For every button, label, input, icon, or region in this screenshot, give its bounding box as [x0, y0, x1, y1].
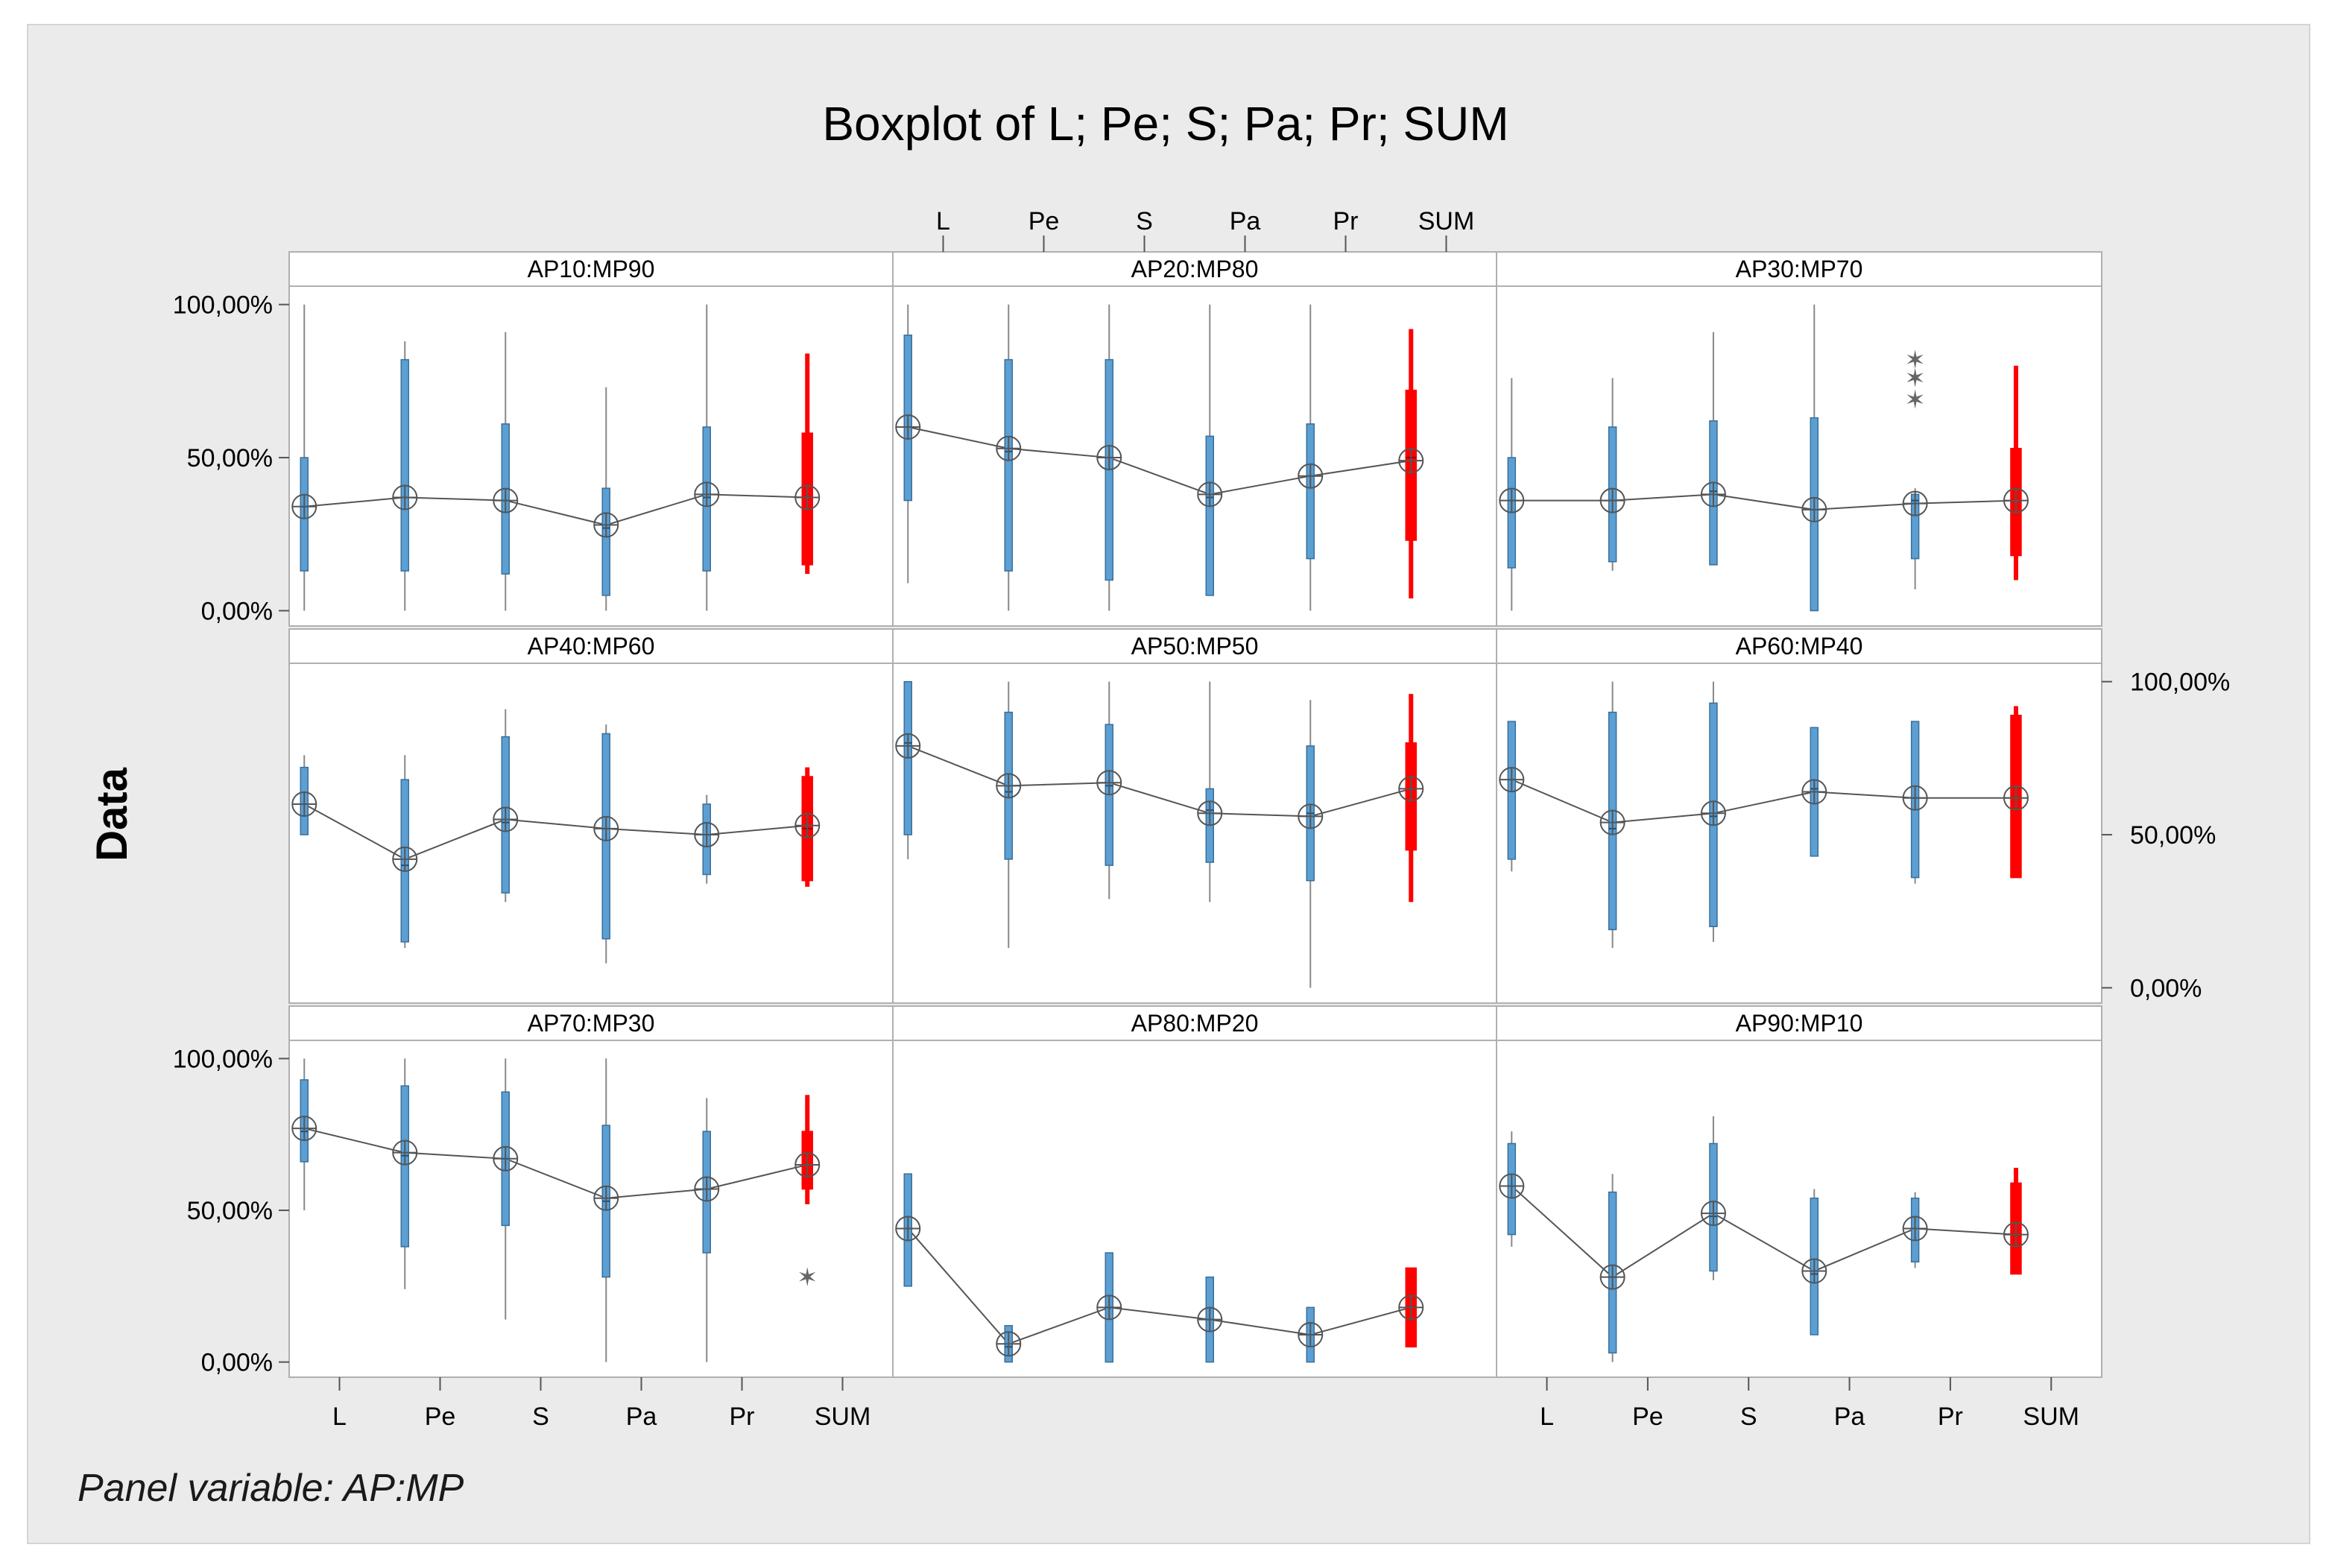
- panel-strip-label: AP30:MP70: [1736, 256, 1863, 282]
- box-pr-outlier: ✶: [1904, 364, 1926, 393]
- y-tick-label: 50,00%: [187, 1197, 273, 1225]
- panel-background: [892, 1005, 1497, 1378]
- x-tick-label: SUM: [1418, 207, 1475, 235]
- panel-background: [1496, 251, 2102, 627]
- x-tick-label: SUM: [2023, 1403, 2079, 1431]
- x-tick-label: S: [1136, 207, 1153, 235]
- mean-connect-line: [304, 493, 808, 526]
- x-tick-label: L: [1540, 1403, 1554, 1431]
- panel-strip-label: AP70:MP30: [528, 1010, 655, 1037]
- y-tick-label: 0,00%: [201, 597, 273, 625]
- x-tick-label: Pr: [730, 1403, 755, 1431]
- box-pe-iqr-box: [400, 358, 409, 572]
- mean-connect-line: [303, 803, 808, 861]
- plot-area: AP10:MP90 AP20:MP80 AP30:MP70✶✶✶AP40:MP60 A…: [173, 207, 2230, 1431]
- y-tick-label: 100,00%: [173, 1045, 273, 1073]
- y-tick-label: 100,00%: [2130, 668, 2230, 697]
- panel-strip-label: AP10:MP90: [528, 256, 655, 282]
- mean-connect-line: [907, 1227, 1412, 1345]
- panel-background: [892, 251, 1497, 627]
- box-pr-outlier: ✶: [1904, 385, 1926, 415]
- y-tick-label: 50,00%: [187, 444, 273, 472]
- x-tick-label: SUM: [815, 1403, 871, 1431]
- x-tick-label: S: [1740, 1403, 1757, 1431]
- panel-variable-footnote: Panel variable: AP:MP: [78, 1467, 464, 1510]
- y-axis-label: Data: [88, 767, 136, 861]
- panel-background: [892, 628, 1497, 1004]
- panel-strip-label: AP90:MP10: [1736, 1010, 1863, 1037]
- panel-strip-label: AP80:MP20: [1131, 1010, 1259, 1037]
- x-tick-label: S: [532, 1403, 549, 1431]
- panel-background: [1496, 1005, 2102, 1378]
- box-pr-iqr-box: [1306, 423, 1315, 560]
- mean-connect-line: [1511, 1185, 2017, 1278]
- x-tick-label: Pa: [1834, 1403, 1865, 1431]
- panel-strip-label: AP60:MP40: [1736, 633, 1863, 660]
- x-tick-label: Pr: [1938, 1403, 1963, 1431]
- box-sum-outlier: ✶: [797, 1263, 818, 1293]
- x-tick-label: Pe: [425, 1403, 456, 1431]
- box-pa-iqr-box: [1205, 435, 1214, 596]
- panel-strip-label: AP20:MP80: [1131, 256, 1259, 282]
- mean-connect-line: [304, 1128, 808, 1199]
- panel-strip-label: AP50:MP50: [1131, 633, 1259, 660]
- chart-title: Boxplot of L; Pe; S; Pa; Pr; SUM: [822, 97, 1508, 151]
- box-pa-iqr-box: [601, 487, 610, 596]
- x-tick-label: Pa: [626, 1403, 657, 1431]
- x-tick-label: L: [332, 1403, 347, 1431]
- y-tick-label: 0,00%: [201, 1349, 273, 1377]
- panel-background: [288, 251, 894, 627]
- x-tick-label: Pa: [1230, 207, 1261, 235]
- x-tick-label: L: [936, 207, 950, 235]
- y-tick-label: 0,00%: [2130, 974, 2202, 1002]
- box-pe-iqr-box: [400, 1085, 409, 1248]
- y-tick-label: 100,00%: [173, 291, 273, 320]
- mean-connect-line: [908, 426, 1412, 496]
- x-tick-label: Pe: [1632, 1403, 1663, 1431]
- panel-background: [288, 628, 894, 1004]
- box-pe-iqr-box: [1004, 358, 1013, 572]
- mean-connect-line: [907, 745, 1412, 818]
- mean-connect-line: [1511, 493, 2016, 510]
- box-pr-outlier: ✶: [1904, 346, 1926, 376]
- x-tick-label: Pr: [1333, 207, 1359, 235]
- panel-strip-label: AP40:MP60: [528, 633, 655, 660]
- mean-connect-line: [1511, 779, 2016, 823]
- x-tick-label: Pe: [1028, 207, 1060, 235]
- y-tick-label: 50,00%: [2130, 821, 2216, 850]
